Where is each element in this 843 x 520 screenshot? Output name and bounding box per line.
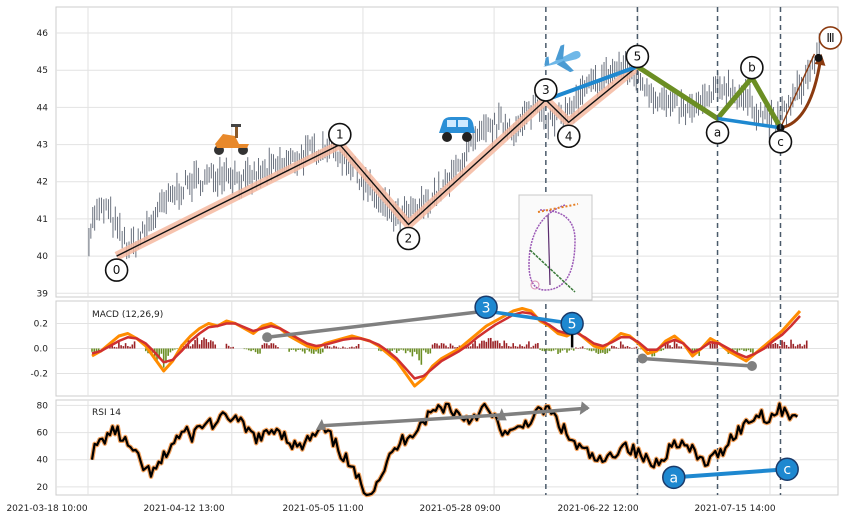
x-tick-label: 2021-05-05 11:00	[282, 504, 363, 514]
rsi-wave-marker	[775, 457, 799, 481]
y-tick-label: 41	[37, 215, 48, 225]
arrow-head	[579, 401, 590, 415]
macd-divergence-line	[266, 309, 487, 339]
y-tick-label: 60	[37, 429, 49, 439]
price-panel	[55, 6, 839, 298]
y-tick-label: 45	[37, 66, 48, 76]
wave-label-circle	[396, 226, 421, 251]
macd-wave-marker	[474, 295, 498, 319]
y-tick-label: 0.0	[34, 345, 49, 355]
wave-label-circle	[556, 124, 581, 149]
airplane-icon	[542, 44, 581, 73]
correction-wave-line	[636, 64, 783, 130]
rsi-title: RSI 14	[92, 408, 121, 418]
divergence-dot	[637, 353, 648, 364]
wave-label-circle	[104, 258, 129, 282]
rsi-divergence-line	[321, 413, 502, 428]
wave-label: 2	[405, 232, 413, 246]
rsi-divergence-line	[673, 467, 788, 480]
wave-label: a	[714, 126, 721, 140]
wave-3-5-line	[545, 64, 639, 102]
x-tick-label: 2021-05-28 09:00	[419, 504, 500, 514]
wave-label: c	[777, 135, 784, 149]
y-tick-label: 46	[37, 29, 49, 39]
rsi-line	[90, 402, 798, 497]
macd-wave-marker-label: 5	[568, 317, 577, 333]
x-tick-label: 2021-03-18 10:00	[6, 504, 87, 514]
y-tick-label: -0.2	[30, 370, 48, 380]
rsi-divergence-line	[501, 406, 588, 417]
rsi-wave-marker-label: a	[669, 470, 678, 486]
macd-divergence-line	[485, 309, 573, 326]
scooter-icon	[214, 124, 249, 155]
y-tick-label: 0.2	[34, 320, 48, 330]
wave-label-circle	[328, 122, 352, 147]
wave-a-c-line	[717, 116, 781, 130]
rsi-wave-marker-label: c	[783, 462, 791, 478]
y-tick-label: 42	[37, 178, 48, 188]
y-tick-label: 44	[37, 103, 49, 113]
y-tick-label: 80	[37, 401, 49, 411]
divergence-dot	[262, 332, 273, 343]
y-tick-label: 43	[37, 141, 48, 151]
arrow-head	[315, 419, 326, 430]
wave-label-circle	[768, 130, 793, 154]
wave-label: 3	[542, 83, 550, 97]
wave-label-circle	[534, 78, 558, 102]
signal-line	[91, 311, 801, 380]
car-icon	[439, 117, 475, 142]
wave-label: 0	[113, 263, 121, 277]
projection-arrow	[780, 59, 822, 130]
x-tick-label: 2021-07-15 14:00	[694, 504, 775, 514]
impulse-wave-line	[116, 65, 638, 257]
y-tick-label: 39	[37, 289, 49, 299]
y-tick-label: 40	[37, 252, 49, 262]
wave-label-circle	[705, 120, 730, 145]
wave-label: 4	[565, 129, 573, 143]
arrow-head	[496, 408, 507, 421]
projection-arrow	[779, 53, 816, 129]
wave-III-dot	[814, 53, 823, 62]
rsi-panel	[55, 399, 839, 496]
macd-wave-marker-label: 3	[482, 300, 491, 316]
wave-label: 5	[634, 49, 642, 63]
macd-title: MACD (12,26,9)	[92, 310, 163, 320]
loop-diagram-thumbnail	[518, 194, 593, 301]
wave-label-circle	[818, 26, 843, 50]
y-tick-label: 20	[37, 483, 49, 493]
wave-label-circle	[625, 44, 650, 69]
x-tick-label: 2021-06-22 12:00	[557, 504, 638, 514]
x-tick-label: 2021-04-12 13:00	[143, 504, 224, 514]
macd-divergence-line	[642, 356, 753, 368]
wave-label-circle	[740, 55, 764, 80]
wave-label: b	[748, 61, 756, 75]
wave-label: Ⅲ	[826, 31, 834, 45]
y-tick-label: 40	[37, 456, 49, 466]
wave-label: 1	[336, 128, 344, 142]
rsi-wave-marker	[662, 465, 686, 490]
divergence-dot	[746, 361, 757, 371]
